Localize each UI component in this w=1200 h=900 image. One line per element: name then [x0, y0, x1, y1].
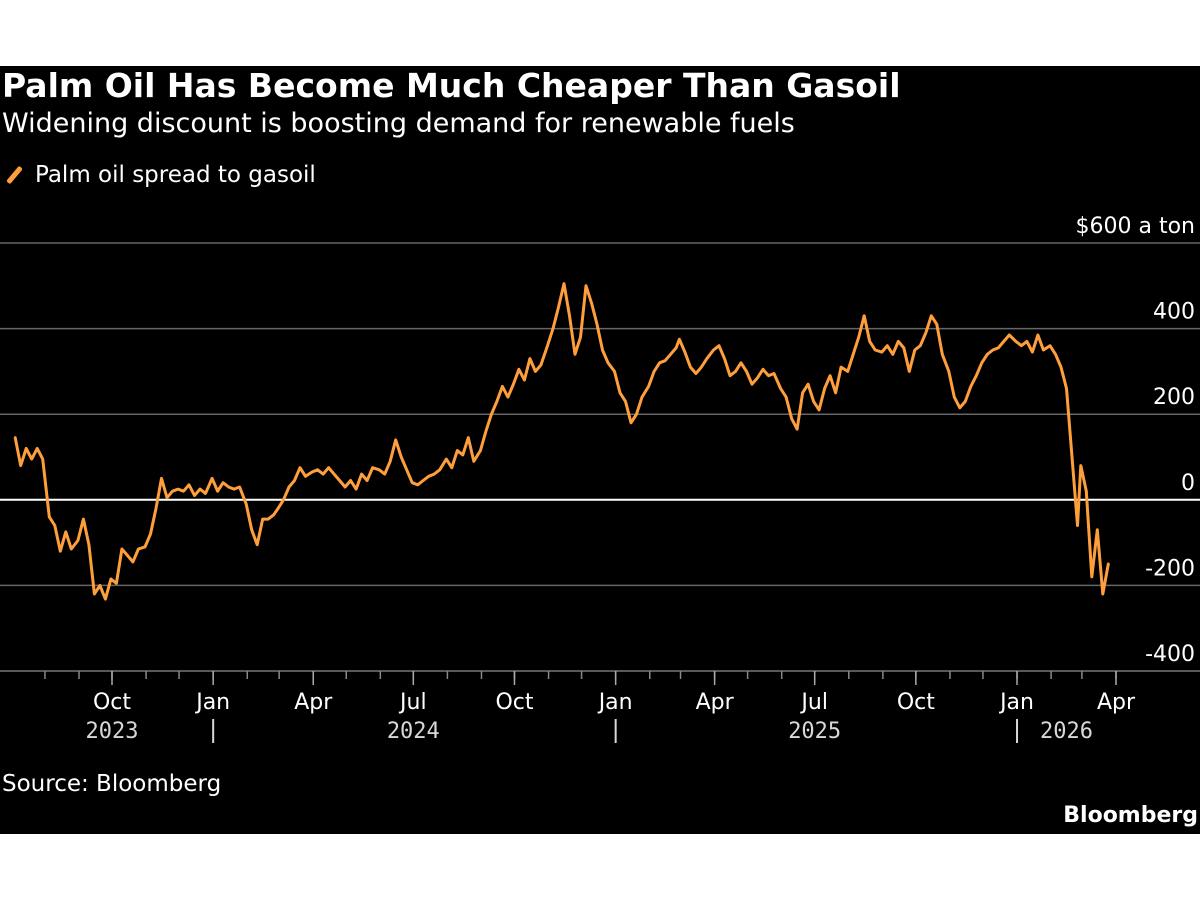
legend-swatch [6, 165, 23, 185]
y-tick-label: $600 a ton [1076, 214, 1196, 239]
y-tick-label: -200 [1145, 556, 1195, 581]
x-tick-label: Oct [93, 690, 131, 715]
x-tick-label: Jul [398, 690, 427, 715]
source-note: Source: Bloomberg [2, 771, 222, 797]
y-tick-label: 0 [1181, 471, 1195, 496]
year-label: 2023 [86, 719, 139, 744]
x-tick-label: Apr [696, 690, 735, 715]
y-tick-label: -400 [1145, 642, 1195, 667]
chart-subtitle: Widening discount is boosting demand for… [2, 108, 795, 139]
x-tick-label: Apr [294, 690, 333, 715]
year-label: 2026 [1040, 719, 1093, 744]
x-tick-label: Jan [597, 690, 633, 715]
legend-label: Palm oil spread to gasoil [35, 162, 316, 188]
y-tick-label: 200 [1153, 385, 1195, 410]
y-tick-label: 400 [1153, 300, 1195, 325]
series-line-palm-oil-spread [13, 282, 1110, 601]
year-label: 2024 [387, 719, 440, 744]
chart-title: Palm Oil Has Become Much Cheaper Than Ga… [2, 66, 901, 105]
chart-card: $600 a ton 400 200 0 -200 -400 Oct Jan Apr Jul Oct… [0, 66, 1200, 834]
x-tick-label: Apr [1097, 690, 1136, 715]
line-chart: $600 a ton 400 200 0 -200 -400 Oct Jan Apr Jul Oct… [0, 214, 1200, 744]
year-label: 2025 [788, 719, 841, 744]
x-tick-label: Jan [998, 690, 1034, 715]
x-tick-label: Oct [495, 690, 533, 715]
legend: Palm oil spread to gasoil [2, 162, 316, 188]
x-tick-label: Jan [194, 690, 230, 715]
x-tick-label: Jul [799, 690, 828, 715]
x-tick-label: Oct [897, 690, 935, 715]
bloomberg-logo: Bloomberg [1063, 803, 1198, 828]
